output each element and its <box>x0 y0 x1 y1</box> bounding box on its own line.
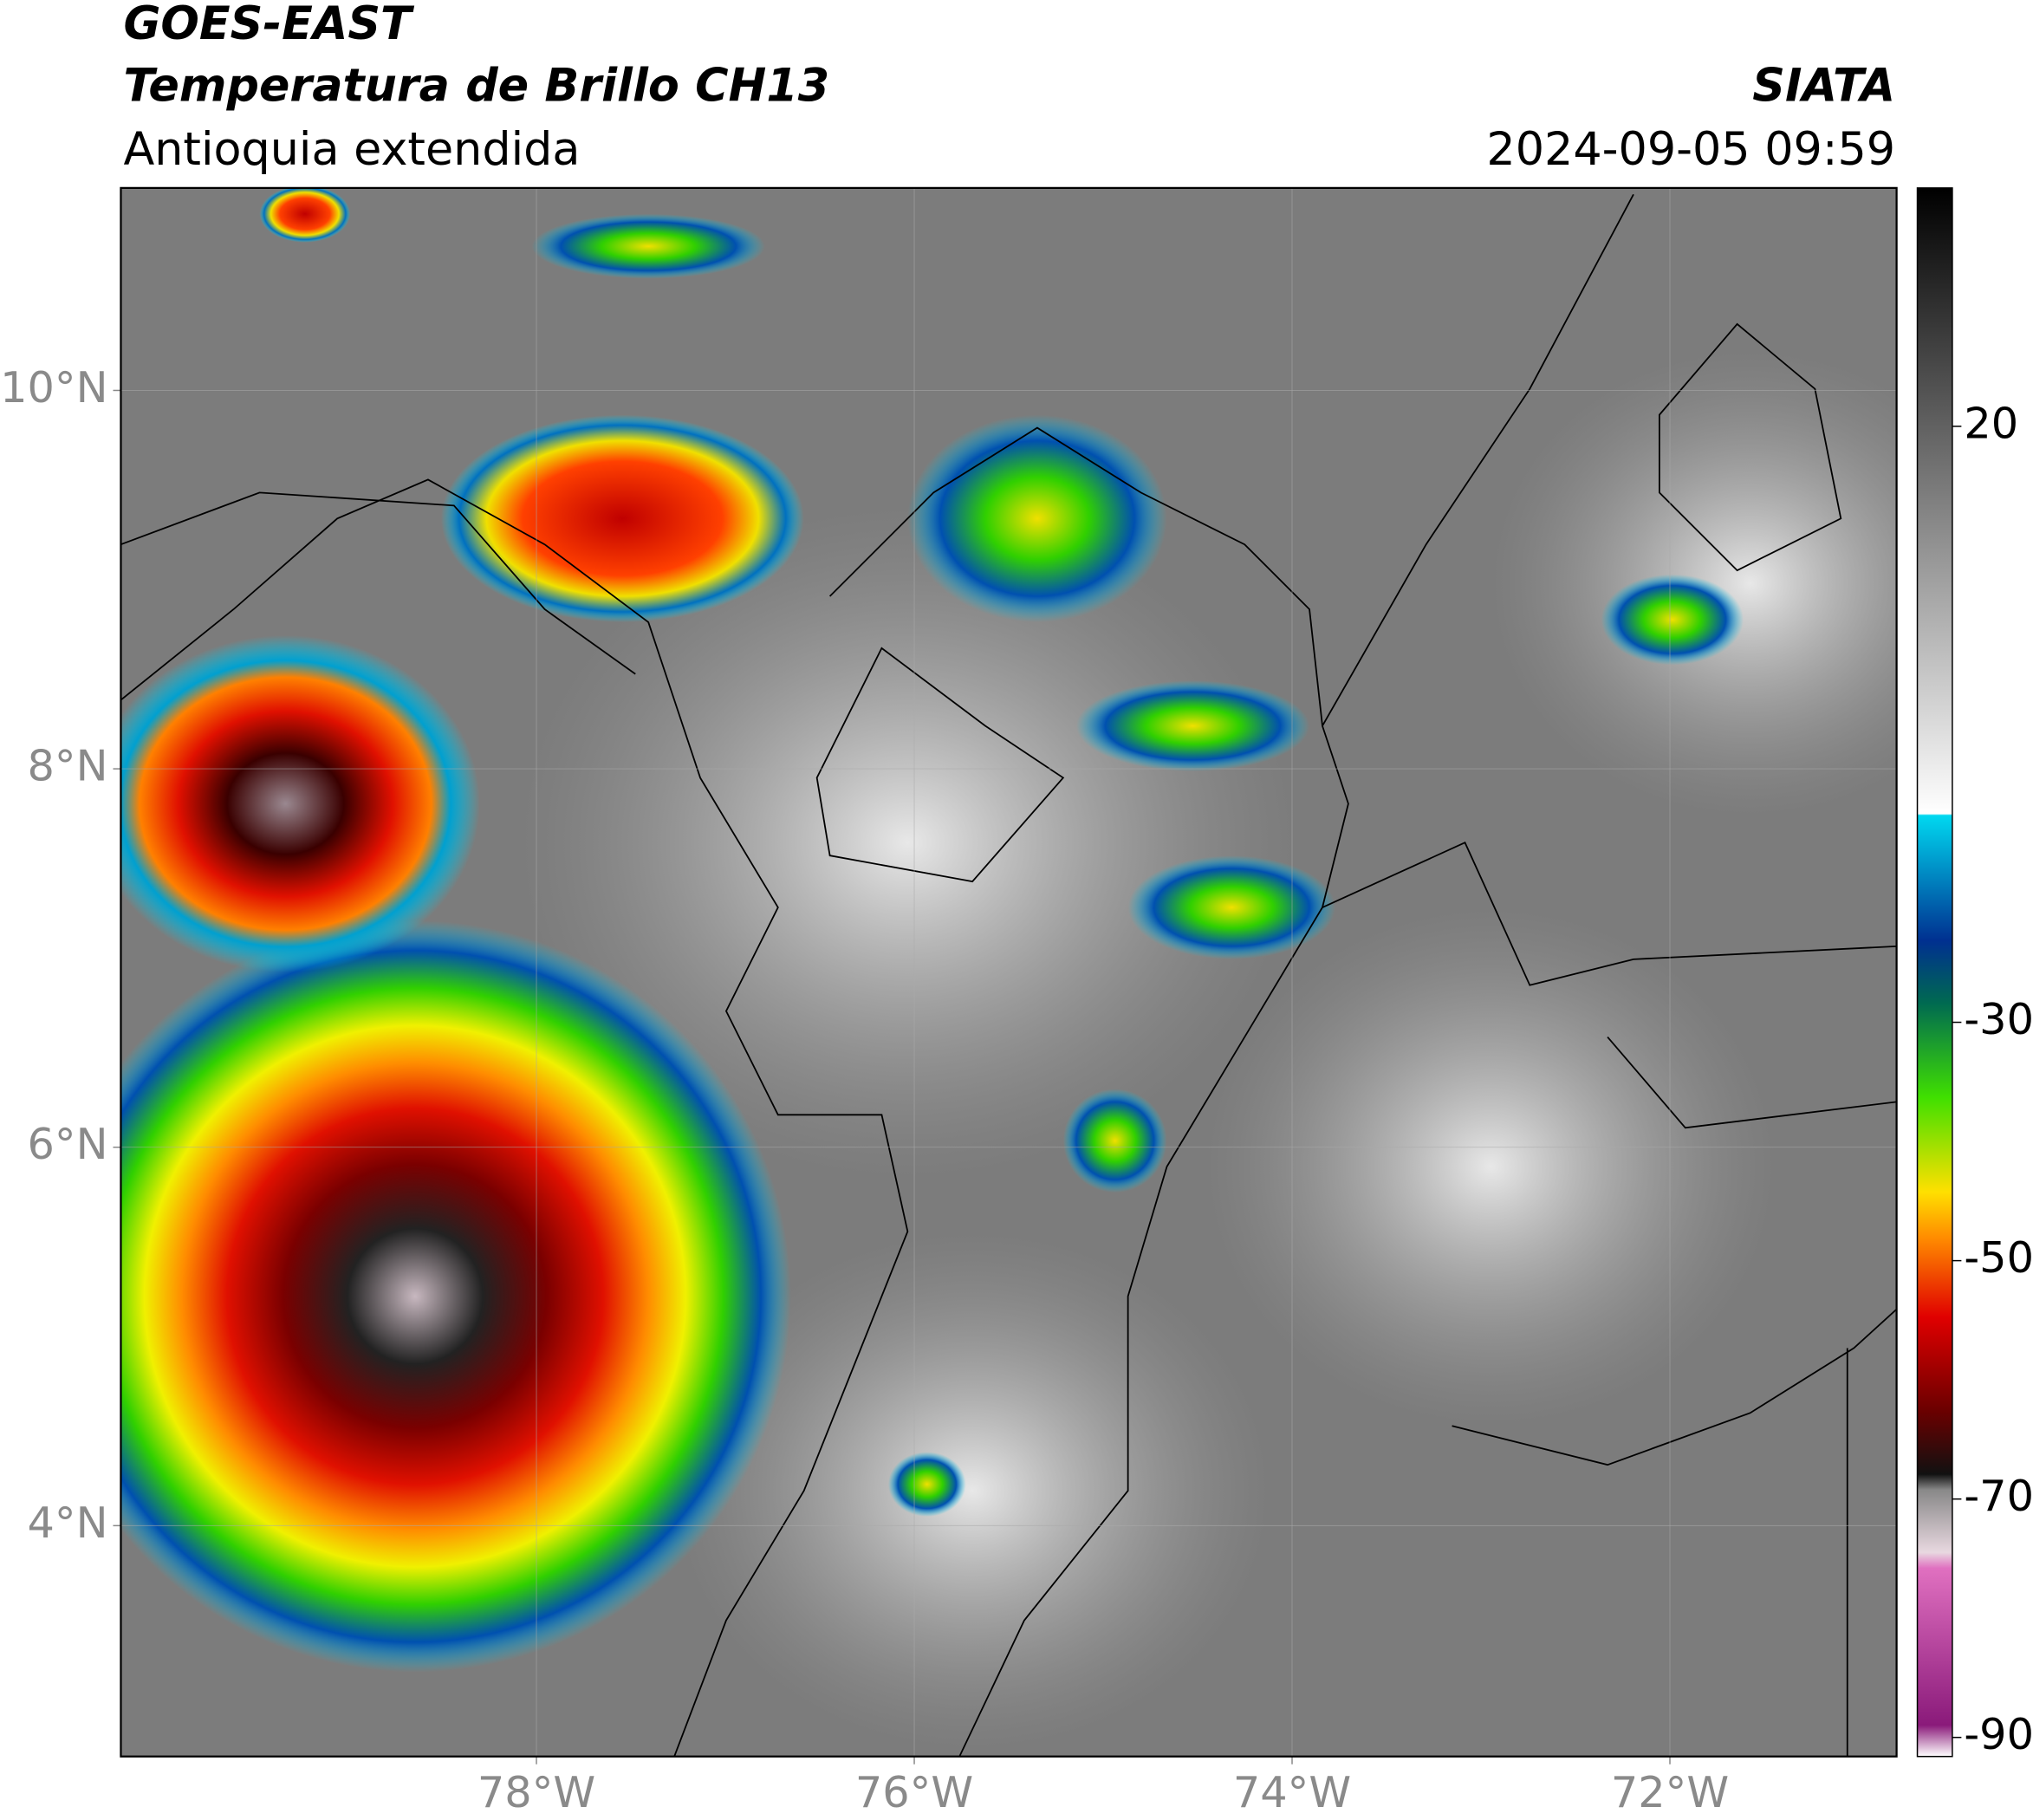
lon-label: 74°W <box>1233 1767 1351 1817</box>
colorbar-label: -30 <box>1964 994 2033 1044</box>
colorbar-label: -90 <box>1964 1709 2033 1759</box>
colorbar-label: -70 <box>1964 1471 2033 1521</box>
colorbar <box>1916 187 1953 1758</box>
lon-label: 76°W <box>855 1767 973 1817</box>
colorbar-label: 20 <box>1964 398 2018 448</box>
satellite-image <box>120 187 1897 1757</box>
lat-label: 8°N <box>28 741 108 791</box>
colorbar-label: -50 <box>1964 1232 2033 1283</box>
lon-label: 72°W <box>1611 1767 1729 1817</box>
lat-label: 10°N <box>0 362 107 413</box>
graticule <box>113 187 1897 1765</box>
source: SIATA <box>1752 60 1895 113</box>
lon-label: 78°W <box>477 1767 595 1817</box>
title: GOES-EAST <box>123 0 415 50</box>
timestamp: 2024-09-05 09:59 <box>1486 123 1895 176</box>
lat-label: 4°N <box>28 1498 108 1548</box>
map-frame <box>120 186 1898 1758</box>
region: Antioquia extendida <box>123 123 580 176</box>
subtitle: Temperatura de Brillo CH13 <box>123 60 829 113</box>
lat-label: 6°N <box>28 1119 108 1169</box>
